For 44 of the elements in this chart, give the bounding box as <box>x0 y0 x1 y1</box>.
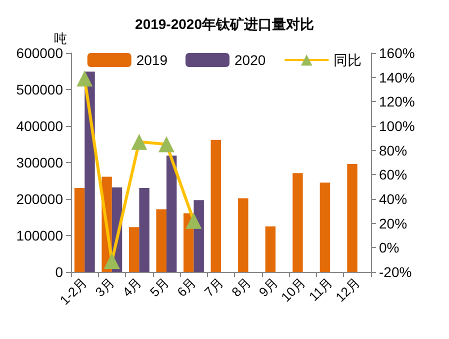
y2-tick-label: 20% <box>379 215 408 232</box>
x-tick-label: 11月 <box>306 274 336 304</box>
y-tick-label: 0 <box>55 264 64 280</box>
x-tick-label: 7月 <box>201 274 226 300</box>
legend-label: 2019 <box>136 52 168 68</box>
y-tick-label: 600000 <box>16 45 64 61</box>
bar <box>210 140 221 272</box>
bar <box>347 164 358 272</box>
bar <box>166 156 177 272</box>
y2-tick-label: 60% <box>379 166 408 183</box>
legend-label: 同比 <box>334 52 362 68</box>
y-tick-label: 300000 <box>16 154 64 170</box>
y2-tick-label: 0% <box>379 240 400 256</box>
y2-tick-label: 120% <box>379 94 415 110</box>
y-axis-title: 吨 <box>54 31 67 46</box>
x-tick-label: 6月 <box>174 274 200 300</box>
x-tick-label: 3月 <box>92 274 118 300</box>
legend-label: 2020 <box>234 52 266 68</box>
bar <box>265 226 276 272</box>
bar <box>238 198 248 272</box>
x-tick-label: 9月 <box>256 274 281 300</box>
bar <box>139 188 150 272</box>
bar <box>320 182 330 272</box>
bar <box>194 200 204 272</box>
x-tick-label: 8月 <box>228 274 254 300</box>
bar <box>292 173 303 272</box>
y-tick-label: 100000 <box>16 228 64 244</box>
y-tick-label: 200000 <box>16 191 64 207</box>
bar <box>128 227 140 272</box>
y2-tick-label: 40% <box>379 191 408 207</box>
y-tick-label: 400000 <box>16 118 64 134</box>
y2-tick-label: 160% <box>379 45 415 61</box>
y2-tick-label: 100% <box>379 118 415 134</box>
x-tick-label: 4月 <box>120 274 144 300</box>
x-tick-label: 10月 <box>278 274 308 305</box>
y2-tick-label: 140% <box>379 69 415 86</box>
x-tick-label: 5月 <box>146 274 172 300</box>
x-tick-label: 12月 <box>332 274 363 305</box>
bar <box>74 188 85 272</box>
y2-tick-label: -20% <box>379 264 412 280</box>
chart-title: 2019-2020年钛矿进口量对比 <box>135 16 314 32</box>
y2-tick-label: 80% <box>379 142 408 158</box>
bar <box>156 209 166 272</box>
y-tick-label: 500000 <box>16 82 64 98</box>
